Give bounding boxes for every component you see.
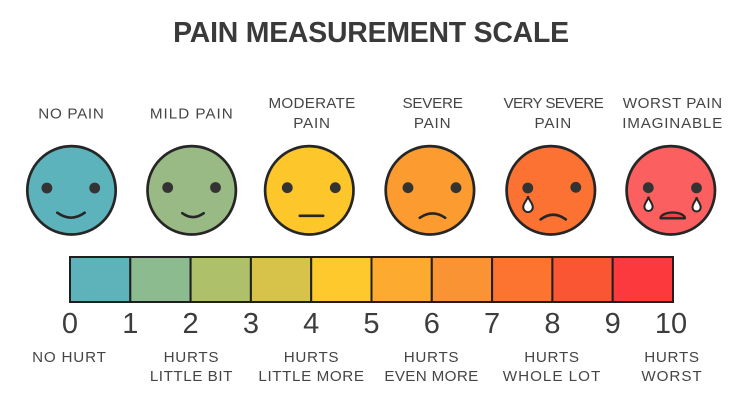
- svg-text:10: 10: [655, 308, 687, 340]
- svg-text:HURTS: HURTS: [404, 349, 460, 366]
- svg-text:7: 7: [484, 308, 500, 340]
- svg-text:2: 2: [183, 308, 199, 340]
- svg-text:HURTS: HURTS: [284, 349, 340, 366]
- svg-text:NO PAIN: NO PAIN: [38, 106, 104, 123]
- svg-text:PAIN MEASUREMENT SCALE: PAIN MEASUREMENT SCALE: [173, 17, 569, 49]
- svg-text:3: 3: [243, 308, 259, 340]
- svg-text:8: 8: [544, 308, 560, 340]
- svg-text:PAIN: PAIN: [535, 115, 573, 132]
- svg-text:MODERATE: MODERATE: [269, 95, 356, 112]
- svg-text:HURTS: HURTS: [524, 349, 580, 366]
- svg-text:WHOLE LOT: WHOLE LOT: [503, 368, 601, 385]
- svg-text:LITTLE BIT: LITTLE BIT: [150, 368, 233, 385]
- svg-text:HURTS: HURTS: [164, 349, 220, 366]
- svg-text:NO HURT: NO HURT: [32, 349, 107, 366]
- svg-text:WORST: WORST: [641, 368, 702, 385]
- svg-text:6: 6: [424, 308, 440, 340]
- svg-text:4: 4: [303, 308, 319, 340]
- svg-text:VERY SEVERE: VERY SEVERE: [504, 95, 604, 112]
- svg-text:1: 1: [122, 308, 138, 340]
- svg-text:PAIN: PAIN: [293, 115, 331, 132]
- svg-text:HURTS: HURTS: [644, 349, 700, 366]
- svg-text:0: 0: [62, 308, 78, 340]
- svg-text:LITTLE MORE: LITTLE MORE: [258, 368, 364, 385]
- svg-text:9: 9: [605, 308, 621, 340]
- svg-text:EVEN MORE: EVEN MORE: [384, 368, 478, 385]
- svg-text:WORST PAIN: WORST PAIN: [623, 95, 723, 112]
- svg-text:MILD PAIN: MILD PAIN: [150, 106, 234, 123]
- svg-text:SEVERE: SEVERE: [403, 95, 463, 112]
- svg-text:5: 5: [363, 308, 379, 340]
- svg-text:IMAGINABLE: IMAGINABLE: [622, 115, 723, 132]
- svg-text:PAIN: PAIN: [414, 115, 452, 132]
